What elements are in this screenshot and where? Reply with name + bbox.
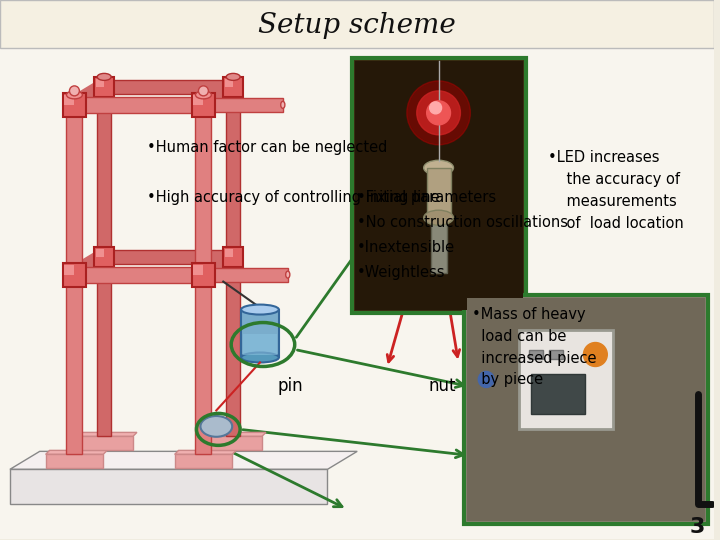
Bar xyxy=(192,93,215,117)
Text: pin: pin xyxy=(278,377,303,395)
Ellipse shape xyxy=(226,73,240,80)
Ellipse shape xyxy=(423,210,454,225)
Text: •Weightless: •Weightless xyxy=(357,265,446,280)
Bar xyxy=(427,168,451,218)
Ellipse shape xyxy=(286,271,290,278)
Text: the accuracy of: the accuracy of xyxy=(548,172,680,187)
Ellipse shape xyxy=(200,416,232,437)
Text: •Fixing line: •Fixing line xyxy=(357,190,440,205)
Bar xyxy=(355,61,523,309)
Bar xyxy=(431,218,446,273)
Polygon shape xyxy=(204,436,262,450)
Ellipse shape xyxy=(97,73,111,80)
Bar xyxy=(529,349,543,360)
Polygon shape xyxy=(76,433,137,436)
Ellipse shape xyxy=(196,91,212,99)
Bar xyxy=(223,247,243,267)
Bar xyxy=(519,329,613,429)
Circle shape xyxy=(583,342,607,367)
Bar xyxy=(96,79,104,87)
Bar xyxy=(66,97,212,113)
Text: load can be: load can be xyxy=(472,328,567,343)
Text: •No construction oscillations: •No construction oscillations xyxy=(357,215,568,230)
Ellipse shape xyxy=(97,75,111,79)
Bar xyxy=(194,265,204,275)
Bar xyxy=(63,262,86,287)
Bar xyxy=(97,249,240,264)
Text: •High accuracy of controlling initial parameters: •High accuracy of controlling initial pa… xyxy=(147,190,496,205)
Polygon shape xyxy=(10,469,328,504)
Bar xyxy=(194,95,204,105)
Text: •LED increases: •LED increases xyxy=(548,150,660,165)
Bar xyxy=(225,79,233,87)
Polygon shape xyxy=(175,454,232,468)
Ellipse shape xyxy=(209,101,214,109)
Bar xyxy=(531,374,585,414)
Bar xyxy=(65,265,74,275)
Polygon shape xyxy=(10,451,357,469)
Bar xyxy=(196,95,212,454)
Ellipse shape xyxy=(196,92,212,97)
Circle shape xyxy=(69,86,79,96)
Bar xyxy=(96,248,104,256)
Bar xyxy=(204,268,288,281)
Text: •Inextensible: •Inextensible xyxy=(357,240,455,255)
Text: measurements: measurements xyxy=(548,194,677,209)
Bar xyxy=(65,95,74,105)
Polygon shape xyxy=(76,436,133,450)
Bar xyxy=(204,98,283,112)
Circle shape xyxy=(478,372,494,388)
Circle shape xyxy=(199,86,208,96)
Text: by piece: by piece xyxy=(472,373,544,388)
Ellipse shape xyxy=(66,91,82,99)
Text: 3: 3 xyxy=(690,517,706,537)
Bar xyxy=(63,93,86,117)
Ellipse shape xyxy=(66,92,82,97)
Bar xyxy=(549,349,562,360)
Bar xyxy=(97,80,240,94)
Bar xyxy=(97,77,111,436)
Ellipse shape xyxy=(423,160,454,176)
Bar xyxy=(66,267,212,282)
Text: nut: nut xyxy=(428,377,456,395)
Ellipse shape xyxy=(241,305,279,315)
Bar xyxy=(223,77,243,97)
Polygon shape xyxy=(204,433,266,436)
Bar xyxy=(66,95,82,454)
Ellipse shape xyxy=(281,102,285,109)
Polygon shape xyxy=(175,450,236,454)
Text: of  load location: of load location xyxy=(548,215,683,231)
Polygon shape xyxy=(45,454,103,468)
Bar xyxy=(467,298,705,521)
Text: increased piece: increased piece xyxy=(472,350,597,366)
Ellipse shape xyxy=(241,353,279,362)
Bar xyxy=(352,58,526,313)
Circle shape xyxy=(430,102,441,114)
Bar xyxy=(225,248,233,256)
Bar xyxy=(226,77,240,436)
Ellipse shape xyxy=(238,83,242,90)
Text: Setup scheme: Setup scheme xyxy=(258,12,456,39)
Bar xyxy=(94,247,114,267)
Bar xyxy=(94,77,114,97)
Text: •Mass of heavy: •Mass of heavy xyxy=(472,307,586,321)
Circle shape xyxy=(427,101,451,125)
Ellipse shape xyxy=(238,253,242,260)
Text: •Human factor can be neglected: •Human factor can be neglected xyxy=(147,140,387,155)
Bar xyxy=(241,309,279,357)
Ellipse shape xyxy=(226,75,240,79)
Ellipse shape xyxy=(209,271,214,279)
Circle shape xyxy=(407,81,470,145)
Bar xyxy=(243,334,277,355)
Circle shape xyxy=(417,91,460,135)
Polygon shape xyxy=(45,450,107,454)
Bar xyxy=(464,295,708,524)
Bar xyxy=(0,0,714,48)
Bar xyxy=(192,262,215,287)
